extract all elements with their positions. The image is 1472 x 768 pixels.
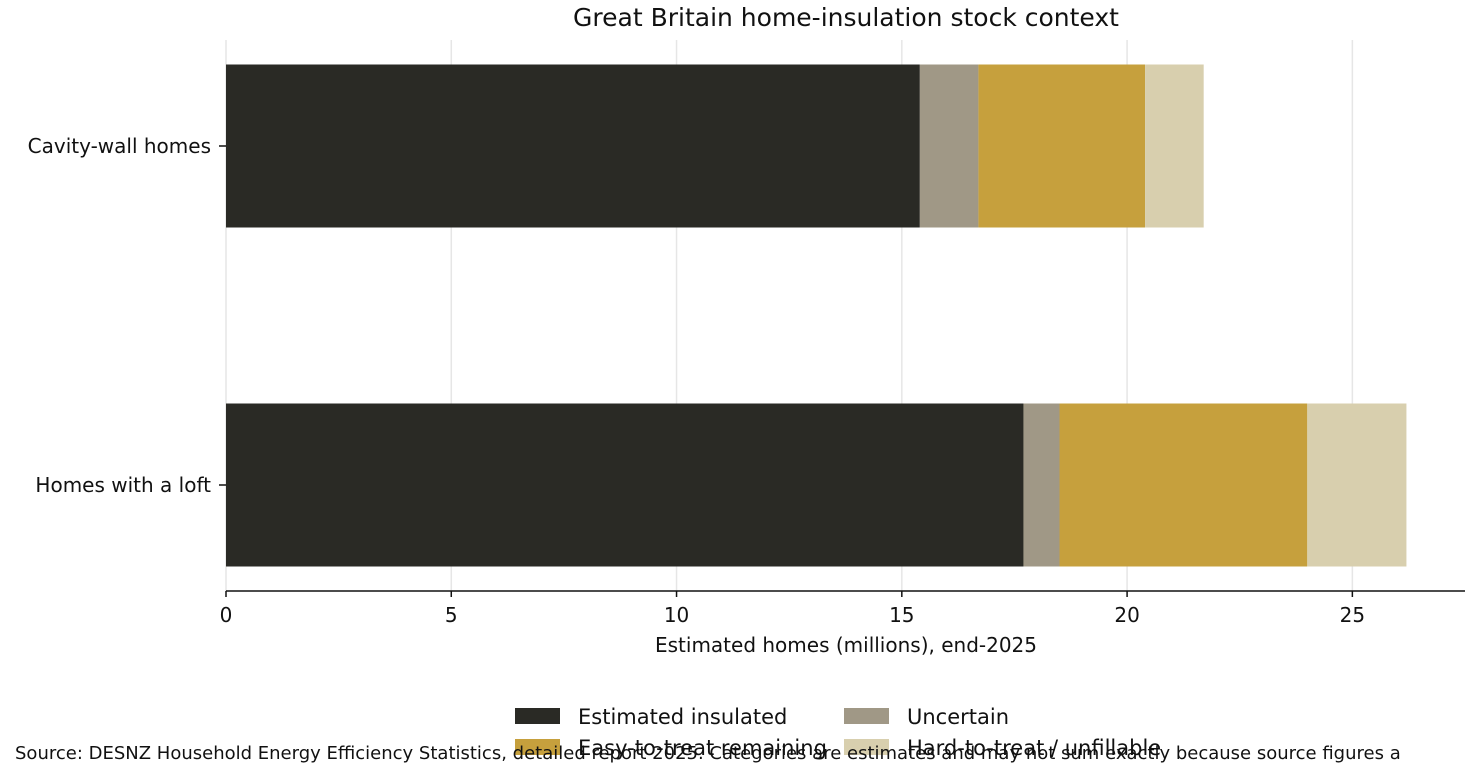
- bar-1-series-1: [1023, 403, 1060, 567]
- x-axis-label: Estimated homes (millions), end-2025: [655, 633, 1037, 657]
- chart-title: Great Britain home-insulation stock cont…: [573, 3, 1119, 32]
- bar-0-series-3: [1145, 64, 1204, 228]
- y-tick-label-1: Homes with a loft: [35, 473, 211, 497]
- x-tick-label-25: 25: [1340, 603, 1365, 627]
- bars: [226, 64, 1407, 567]
- x-tick-label-5: 5: [445, 603, 458, 627]
- legend-swatch-1: [844, 708, 889, 724]
- bar-1-series-0: [226, 403, 1024, 567]
- x-tick-label-0: 0: [220, 603, 233, 627]
- axes: 0 5 10 15 20 25 Cavity-wall homes Homes with a …: [28, 134, 1465, 627]
- x-tick-label-15: 15: [889, 603, 914, 627]
- legend-swatch-3: [844, 739, 889, 755]
- legend: Estimated insulated Uncertain Easy-to-trea…: [515, 705, 1161, 760]
- legend-swatch-2: [515, 739, 560, 755]
- bar-0-series-2: [978, 64, 1146, 228]
- legend-label-1: Uncertain: [907, 705, 1009, 729]
- x-tick-label-20: 20: [1114, 603, 1139, 627]
- y-tick-label-0: Cavity-wall homes: [28, 134, 211, 158]
- bar-1-series-3: [1307, 403, 1407, 567]
- legend-label-0: Estimated insulated: [578, 705, 787, 729]
- legend-swatch-0: [515, 708, 560, 724]
- x-tick-label-10: 10: [664, 603, 689, 627]
- legend-label-3: Hard-to-treat / unfillable: [907, 736, 1161, 760]
- legend-label-2: Easy-to-treat remaining: [578, 736, 827, 760]
- source-note: Source: DESNZ Household Energy Efficienc…: [15, 743, 1401, 764]
- bar-0-series-0: [226, 64, 920, 228]
- bar-1-series-2: [1059, 403, 1308, 567]
- bar-0-series-1: [919, 64, 979, 228]
